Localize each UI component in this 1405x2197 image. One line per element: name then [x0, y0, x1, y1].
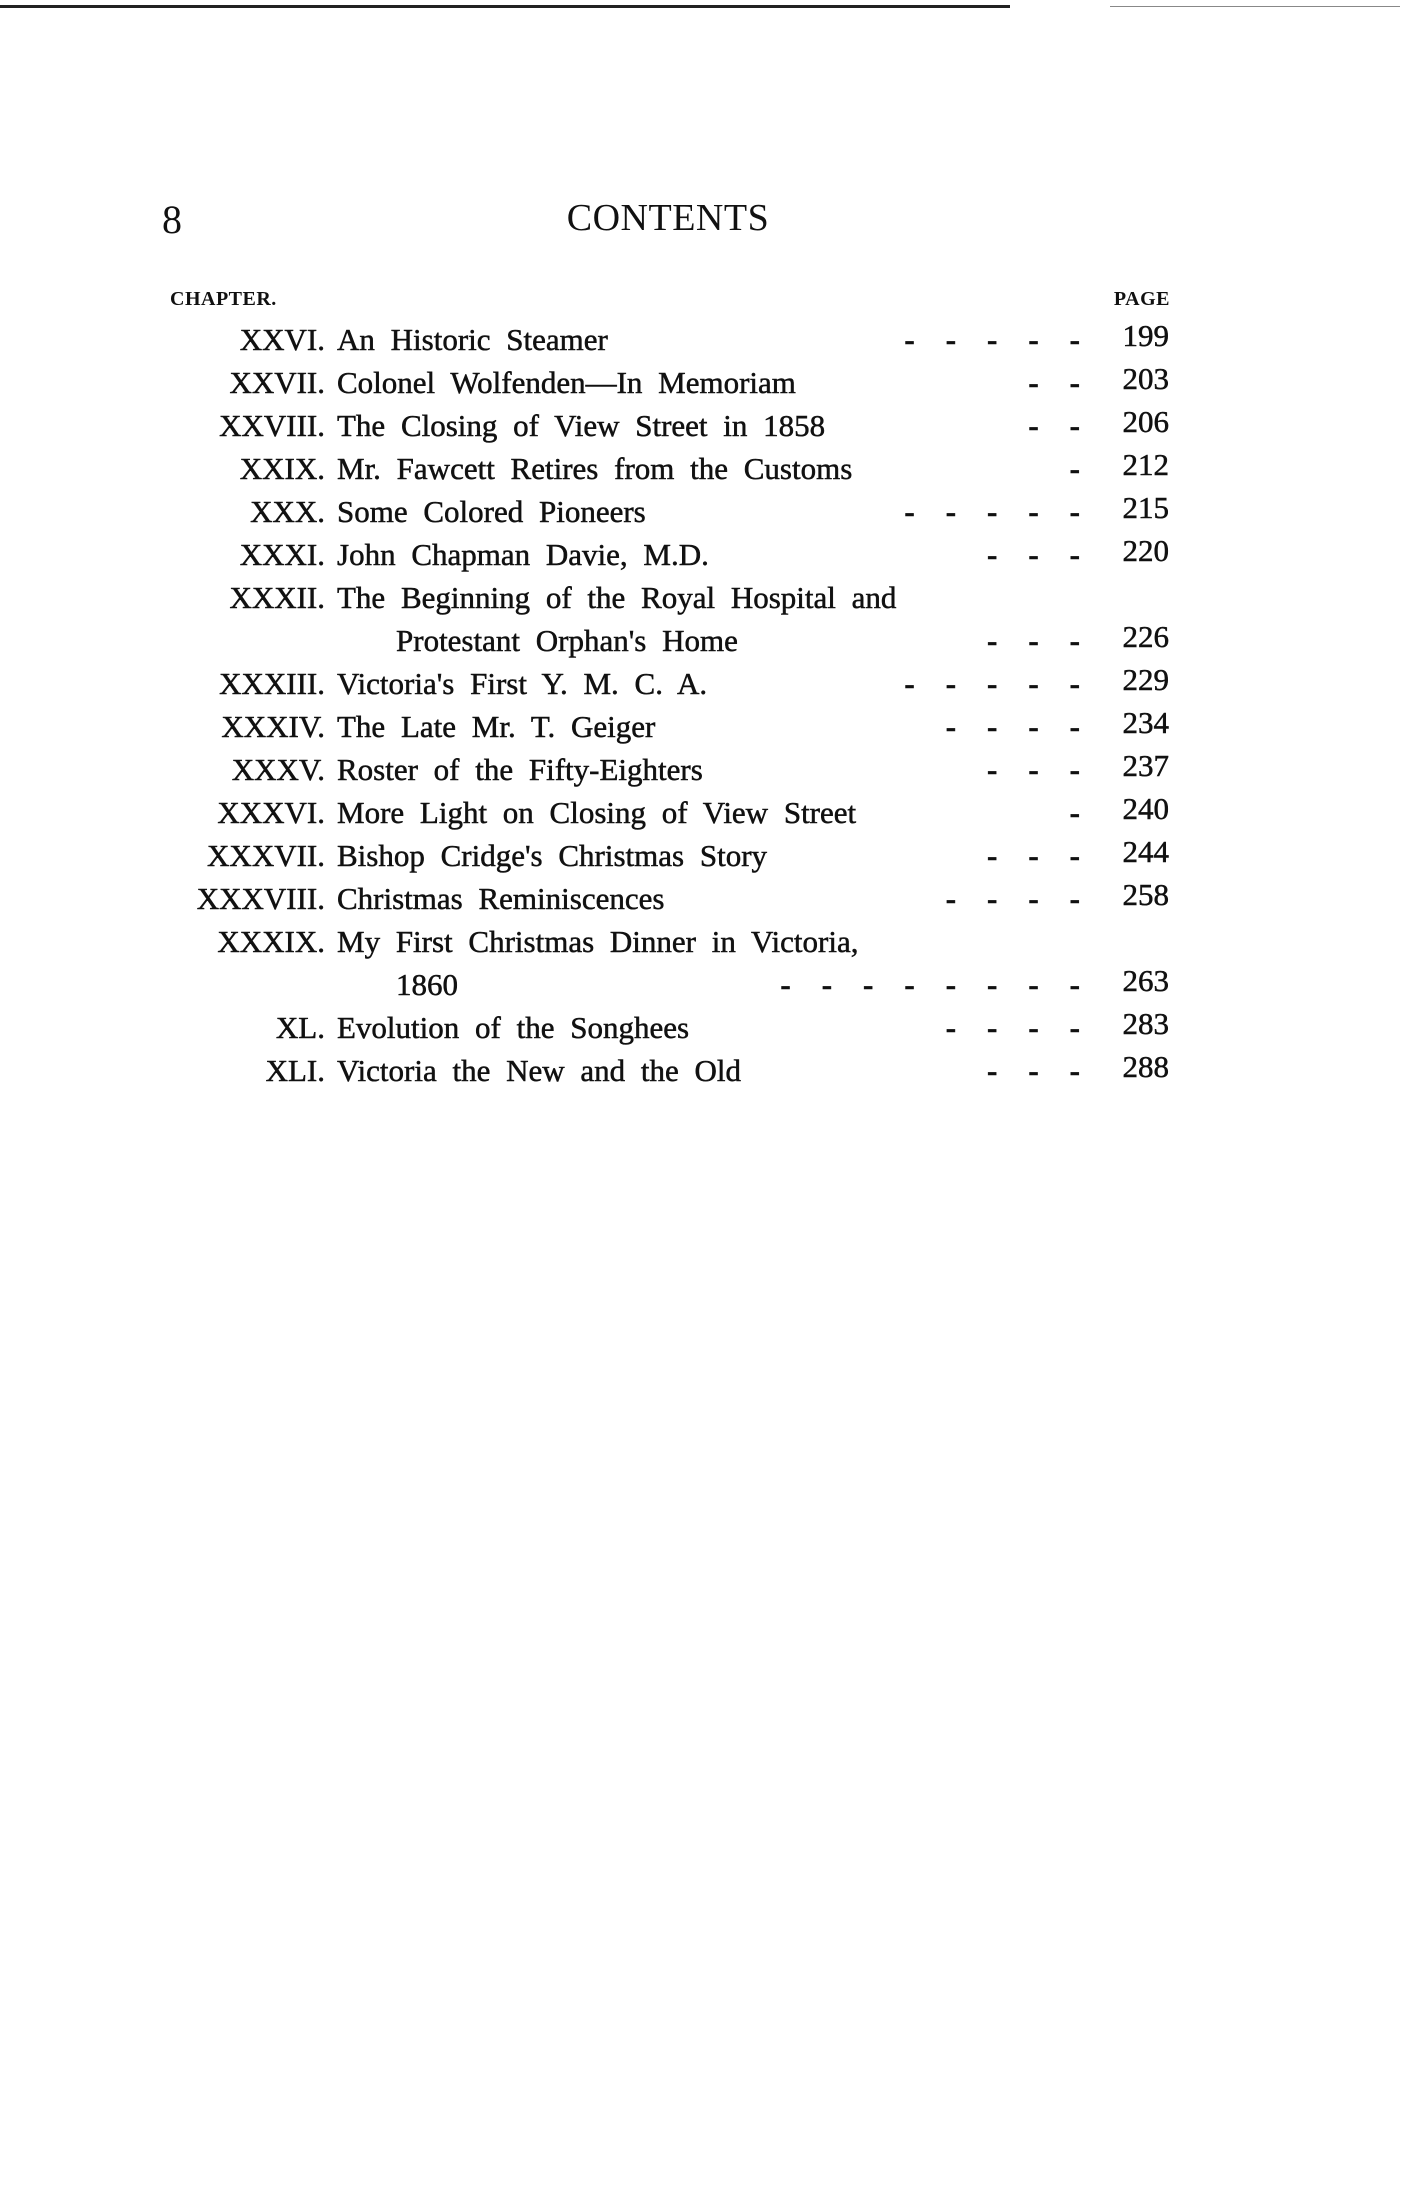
chapter-numeral: XLI. [265, 1053, 325, 1089]
chapter-numeral: XXX. [250, 494, 325, 530]
chapter-title: My First Christmas Dinner in Victoria, [337, 924, 859, 960]
toc-entry: XXXVI. More Light on Closing of View Stre… [0, 791, 1405, 834]
toc-entry: XXXIV. The Late Mr. T. Geiger - - - - 234 [0, 705, 1405, 748]
toc-entry: XXXIII. Victoria's First Y. M. C. A. - - -… [0, 662, 1405, 705]
chapter-numeral: XXXII. [229, 580, 325, 616]
chapter-title: 1860 [396, 967, 459, 1003]
chapter-numeral: XXVI. [239, 322, 325, 358]
chapter-title: Protestant Orphan's Home [396, 623, 738, 659]
toc-entry: XXXV. Roster of the Fifty-Eighters - - - 23… [0, 748, 1405, 791]
dot-leader: - - - [987, 838, 1080, 874]
chapter-numeral: XXXV. [231, 752, 325, 788]
dot-leader: - - - [987, 1053, 1080, 1089]
dot-leader: - - [1028, 365, 1080, 401]
chapter-page: 215 [1122, 490, 1169, 526]
chapter-page: 258 [1122, 877, 1169, 913]
chapter-title: John Chapman Davie, M.D. [337, 537, 709, 573]
chapter-numeral: XXXIII. [219, 666, 325, 702]
page-column-header: PAGE [1113, 288, 1170, 310]
top-rule-faint [1110, 6, 1400, 7]
chapter-title: The Beginning of the Royal Hospital and [337, 580, 897, 616]
page-number: 8 [162, 197, 182, 242]
dot-leader: - - - [987, 752, 1080, 788]
dot-leader: - - [1028, 408, 1080, 444]
chapter-title: Bishop Cridge's Christmas Story [337, 838, 768, 874]
chapter-page: 206 [1122, 404, 1169, 440]
chapter-page: 288 [1122, 1049, 1169, 1085]
toc-entry: XXXIX. My First Christmas Dinner in Victo… [0, 920, 1405, 963]
chapter-page: 283 [1122, 1006, 1169, 1042]
dot-leader: - [1069, 795, 1080, 831]
toc-entry: XXVI. An Historic Steamer - - - - - 199 [0, 318, 1405, 361]
chapter-title: Victoria the New and the Old [337, 1053, 742, 1089]
chapter-title: The Closing of View Street in 1858 [337, 408, 826, 444]
page-title: CONTENTS [566, 197, 770, 239]
dot-leader: - [1069, 451, 1080, 487]
toc-entry: XXXVIII. Christmas Reminiscences - - - - 25… [0, 877, 1405, 920]
dot-leader: - - - - - [904, 494, 1080, 530]
dot-leader: - - - - - [904, 322, 1080, 358]
toc-entry: XXXI. John Chapman Davie, M.D. - - - 220 [0, 533, 1405, 576]
chapter-title: An Historic Steamer [337, 322, 608, 358]
chapter-page: 220 [1122, 533, 1169, 569]
chapter-page: 199 [1122, 318, 1169, 354]
chapter-page: 263 [1122, 963, 1169, 999]
chapter-page: 237 [1122, 748, 1169, 784]
chapter-page: 212 [1122, 447, 1169, 483]
chapter-page: 240 [1122, 791, 1169, 827]
toc-entry: XXIX. Mr. Fawcett Retires from the Custom… [0, 447, 1405, 490]
chapter-title: The Late Mr. T. Geiger [337, 709, 656, 745]
toc-entry: XL. Evolution of the Songhees - - - - 283 [0, 1006, 1405, 1049]
dot-leader: - - - - [945, 881, 1080, 917]
chapter-page: 203 [1122, 361, 1169, 397]
chapter-numeral: XXXVII. [207, 838, 325, 874]
chapter-numeral: XXXI. [239, 537, 325, 573]
chapter-page: 226 [1122, 619, 1169, 655]
dot-leader: - - - [987, 537, 1080, 573]
chapter-title: Roster of the Fifty-Eighters [337, 752, 703, 788]
dot-leader: - - - - - [904, 666, 1080, 702]
toc-entry: 1860 - - - - - - - - 263 [0, 963, 1405, 1006]
dot-leader: - - - - - - - - [780, 967, 1080, 1003]
chapter-page: 244 [1122, 834, 1169, 870]
chapter-numeral: XXVII. [229, 365, 325, 401]
chapter-title: Some Colored Pioneers [337, 494, 646, 530]
chapter-title: Mr. Fawcett Retires from the Customs [337, 451, 853, 487]
toc-entry: Protestant Orphan's Home - - - 226 [0, 619, 1405, 662]
chapter-numeral: XXXVIII. [196, 881, 325, 917]
chapter-title: Christmas Reminiscences [337, 881, 665, 917]
toc-entry: XXX. Some Colored Pioneers - - - - - 215 [0, 490, 1405, 533]
dot-leader: - - - - [945, 709, 1080, 745]
dot-leader: - - - - [945, 1010, 1080, 1046]
chapter-title: Colonel Wolfenden—In Memoriam [337, 365, 796, 401]
dot-leader: - - - [987, 623, 1080, 659]
top-rule [0, 5, 1010, 8]
chapter-title: More Light on Closing of View Street [337, 795, 857, 831]
chapter-numeral: XXVIII. [219, 408, 325, 444]
chapter-page: 229 [1122, 662, 1169, 698]
toc-entry: XXVII. Colonel Wolfenden—In Memoriam - - 20… [0, 361, 1405, 404]
toc-entry: XXXII. The Beginning of the Royal Hospita… [0, 576, 1405, 619]
chapter-column-header: CHAPTER. [170, 288, 277, 310]
chapter-title: Victoria's First Y. M. C. A. [337, 666, 708, 702]
toc-entry: XXXVII. Bishop Cridge's Christmas Story - … [0, 834, 1405, 877]
chapter-page: 234 [1122, 705, 1169, 741]
chapter-numeral: XXXIV. [221, 709, 325, 745]
chapter-numeral: XXIX. [239, 451, 325, 487]
toc-entry: XXVIII. The Closing of View Street in 185… [0, 404, 1405, 447]
toc-entry: XLI. Victoria the New and the Old - - - 288 [0, 1049, 1405, 1092]
chapter-numeral: XXXVI. [217, 795, 325, 831]
chapter-title: Evolution of the Songhees [337, 1010, 690, 1046]
chapter-numeral: XL. [275, 1010, 326, 1046]
chapter-numeral: XXXIX. [217, 924, 325, 960]
